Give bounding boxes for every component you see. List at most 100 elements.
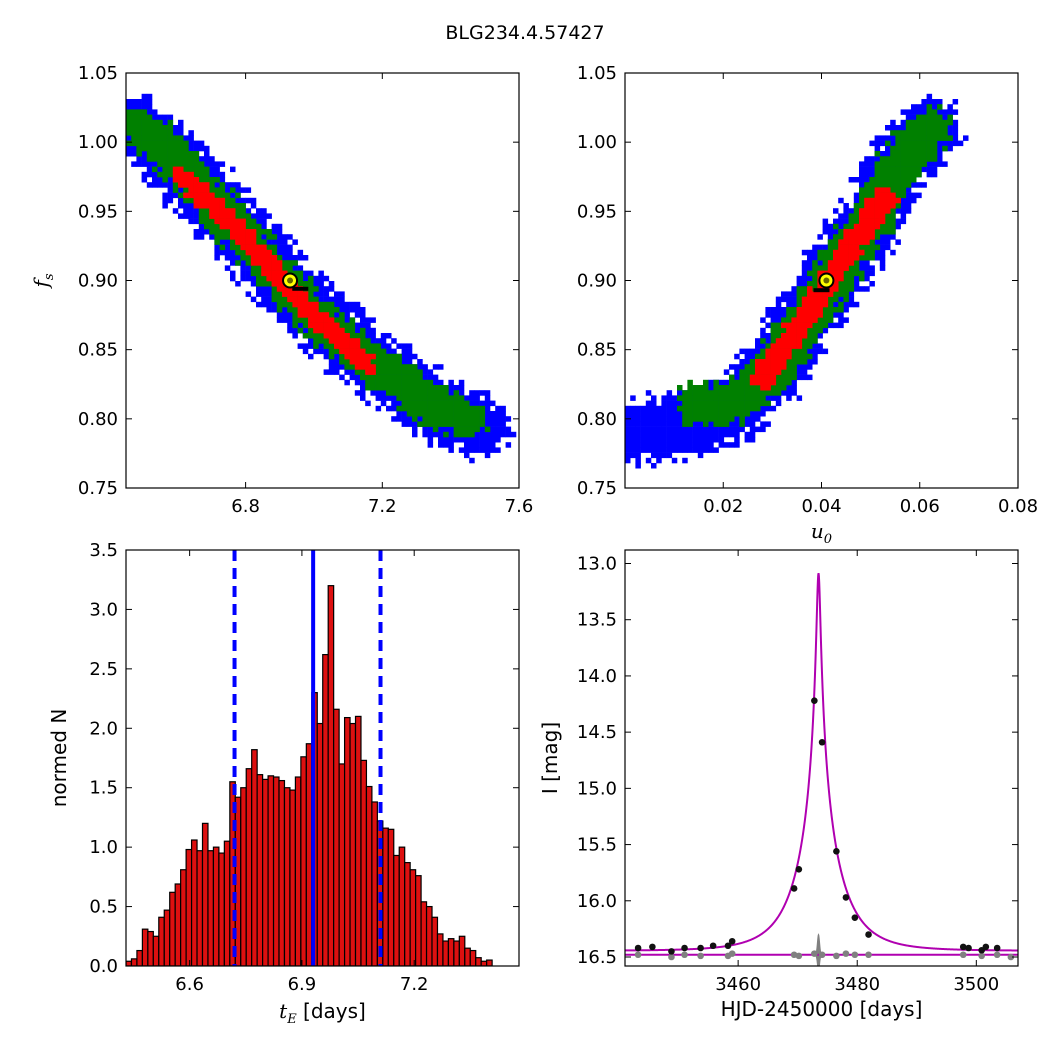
heatmap-cell-2-sigma bbox=[895, 182, 901, 188]
heatmap-cell-3-sigma bbox=[864, 286, 870, 292]
heatmap-cell-3-sigma bbox=[630, 426, 636, 433]
heatmap-cell-1-sigma bbox=[749, 374, 756, 381]
hist-bar bbox=[415, 875, 422, 966]
heatmap-cell-1-sigma bbox=[838, 270, 844, 277]
heatmap-cell-3-sigma bbox=[635, 421, 641, 427]
heatmap-cell-2-sigma bbox=[245, 213, 252, 219]
heatmap-cell-2-sigma bbox=[755, 390, 761, 396]
heatmap-cell-2-sigma bbox=[916, 140, 922, 147]
heatmap-cell-2-sigma bbox=[718, 395, 725, 401]
residual-point bbox=[811, 950, 818, 957]
heatmap-cell-3-sigma bbox=[209, 156, 215, 162]
heatmap-cell-2-sigma bbox=[375, 353, 382, 360]
heatmap-cell-3-sigma bbox=[900, 109, 907, 115]
heatmap-cell-3-sigma bbox=[729, 431, 735, 438]
heatmap-cell-3-sigma bbox=[937, 151, 943, 157]
heatmap-cell-3-sigma bbox=[323, 348, 330, 355]
heatmap-cell-2-sigma bbox=[926, 125, 933, 131]
heatmap-cell-1-sigma bbox=[219, 223, 226, 230]
heatmap-cell-2-sigma bbox=[739, 379, 745, 386]
heatmap-cell-2-sigma bbox=[287, 307, 293, 313]
heatmap-cell-3-sigma bbox=[349, 374, 356, 381]
heatmap-cell-2-sigma bbox=[219, 229, 226, 235]
heatmap-cell-3-sigma bbox=[822, 327, 829, 334]
heatmap-cell-1-sigma bbox=[765, 359, 771, 365]
heatmap-cell-3-sigma bbox=[885, 244, 891, 251]
heatmap-cell-3-sigma bbox=[765, 421, 771, 427]
x-tick-label: 7.6 bbox=[505, 496, 534, 517]
heatmap-cell-3-sigma bbox=[505, 426, 512, 433]
heatmap-cell-3-sigma bbox=[921, 166, 927, 173]
heatmap-cell-2-sigma bbox=[744, 405, 751, 412]
heatmap-cell-3-sigma bbox=[645, 437, 652, 443]
heatmap-cell-1-sigma bbox=[869, 197, 875, 204]
heatmap-cell-3-sigma bbox=[671, 416, 678, 422]
heatmap-cell-2-sigma bbox=[916, 161, 922, 167]
heatmap-cell-3-sigma bbox=[625, 426, 631, 433]
heatmap-cell-3-sigma bbox=[791, 379, 797, 386]
heatmap-cell-1-sigma bbox=[349, 343, 356, 349]
heatmap-cell-2-sigma bbox=[230, 187, 236, 193]
residual-point bbox=[833, 952, 840, 960]
heatmap-cell-2-sigma bbox=[931, 125, 938, 131]
heatmap-cell-1-sigma bbox=[770, 343, 777, 349]
heatmap-cell-2-sigma bbox=[339, 353, 345, 360]
heatmap-cell-3-sigma bbox=[760, 405, 766, 412]
y-tick-label: 0.5 bbox=[89, 897, 118, 918]
heatmap-cell-2-sigma bbox=[438, 395, 444, 401]
heatmap-cell-2-sigma bbox=[833, 223, 839, 230]
heatmap-cell-2-sigma bbox=[692, 411, 699, 417]
heatmap-cell-3-sigma bbox=[230, 166, 236, 173]
heatmap-cell-1-sigma bbox=[843, 265, 849, 271]
heatmap-cell-1-sigma bbox=[297, 296, 304, 303]
heatmap-cell-2-sigma bbox=[775, 322, 782, 329]
heatmap-cell-3-sigma bbox=[744, 437, 751, 443]
heatmap-cell-2-sigma bbox=[370, 343, 376, 349]
heatmap-cell-2-sigma bbox=[406, 395, 413, 401]
heatmap-cell-3-sigma bbox=[271, 229, 278, 235]
heatmap-cell-3-sigma bbox=[661, 421, 667, 427]
hist-bar bbox=[267, 775, 275, 966]
heatmap-cell-3-sigma bbox=[895, 218, 901, 225]
heatmap-cell-2-sigma bbox=[879, 182, 886, 188]
heatmap-cell-1-sigma bbox=[365, 353, 371, 360]
heatmap-cell-3-sigma bbox=[671, 411, 678, 417]
heatmap-cell-1-sigma bbox=[235, 218, 241, 225]
heatmap-cell-3-sigma bbox=[334, 353, 340, 360]
heatmap-cell-2-sigma bbox=[729, 390, 735, 396]
heatmap-cell-2-sigma bbox=[905, 140, 912, 147]
heatmap-cell-1-sigma bbox=[214, 208, 220, 214]
heatmap-cell-2-sigma bbox=[453, 390, 460, 396]
hist-bar bbox=[343, 716, 351, 966]
heatmap-cell-2-sigma bbox=[178, 156, 184, 162]
heatmap-cell-2-sigma bbox=[328, 307, 335, 313]
y-tick-label: 0.80 bbox=[577, 409, 617, 430]
heatmap-cell-2-sigma bbox=[739, 395, 745, 401]
heatmap-cell-3-sigma bbox=[432, 374, 439, 381]
heatmap-cell-2-sigma bbox=[890, 171, 896, 178]
heatmap-cell-3-sigma bbox=[417, 416, 423, 422]
heatmap-cell-1-sigma bbox=[796, 343, 803, 349]
heatmap-cell-3-sigma bbox=[817, 343, 823, 349]
heatmap-cell-2-sigma bbox=[744, 400, 751, 407]
heatmap-cell-2-sigma bbox=[859, 255, 865, 261]
heatmap-cell-2-sigma bbox=[734, 400, 740, 407]
heatmap-cell-2-sigma bbox=[261, 239, 267, 245]
heatmap-cell-1-sigma bbox=[219, 218, 226, 225]
heatmap-cell-3-sigma bbox=[843, 301, 849, 308]
heatmap-cell-3-sigma bbox=[739, 426, 745, 433]
heatmap-cell-3-sigma bbox=[365, 333, 371, 339]
heatmap-cell-2-sigma bbox=[297, 317, 304, 323]
heatmap-cell-2-sigma bbox=[396, 353, 402, 360]
heatmap-cell-1-sigma bbox=[297, 301, 304, 308]
heatmap-cell-2-sigma bbox=[131, 125, 137, 131]
heatmap-cell-2-sigma bbox=[474, 411, 480, 417]
heatmap-cell-2-sigma bbox=[931, 135, 938, 141]
heatmap-cell-2-sigma bbox=[380, 374, 387, 381]
heatmap-cell-3-sigma bbox=[484, 395, 491, 401]
heatmap-cell-2-sigma bbox=[905, 145, 912, 152]
heatmap-cell-2-sigma bbox=[791, 359, 797, 365]
heatmap-cell-3-sigma bbox=[879, 234, 886, 240]
heatmap-cell-3-sigma bbox=[916, 104, 922, 110]
